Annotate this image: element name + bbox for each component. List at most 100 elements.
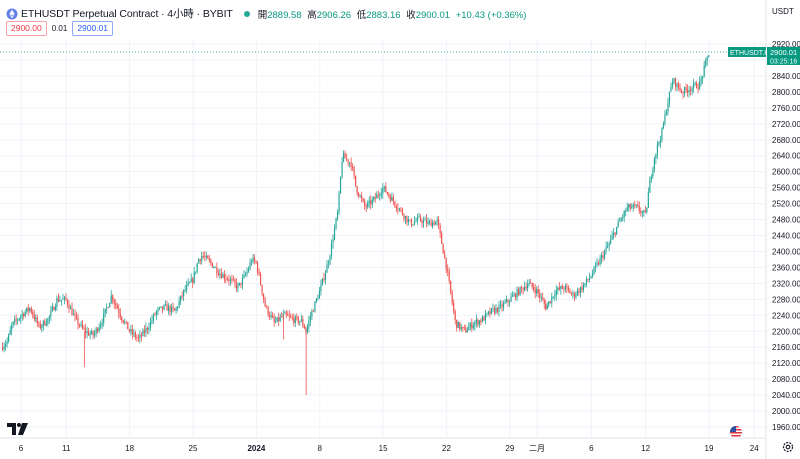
candle-body (62, 298, 64, 300)
candle (581, 282, 583, 293)
candle (74, 309, 76, 322)
candle (109, 302, 111, 308)
candle (278, 312, 280, 326)
us-flag-icon[interactable] (730, 426, 742, 438)
change-value: +10.43 (+0.36%) (455, 9, 527, 21)
candle-body (181, 295, 183, 297)
candle (42, 320, 44, 331)
candle (551, 292, 553, 308)
candle (234, 277, 236, 288)
candle-body (101, 322, 103, 325)
candle (557, 286, 559, 295)
chart-title[interactable]: ETHUSDT Perpetual Contract · 4小時 · BYBIT (21, 8, 233, 20)
candle-body (130, 329, 132, 332)
settings-icon[interactable] (781, 440, 795, 454)
currency-unit-label[interactable]: USDT (772, 7, 794, 16)
candle-body (389, 196, 391, 201)
candle-body (632, 204, 634, 208)
candle (222, 271, 224, 278)
candle (419, 214, 422, 223)
candle (134, 330, 136, 341)
candle (290, 313, 292, 319)
candle-body (267, 306, 269, 315)
candle-body (524, 286, 526, 291)
candle (469, 321, 471, 331)
candle-body (44, 320, 46, 326)
candle-body (481, 316, 483, 322)
candle (623, 210, 625, 223)
candle-body (244, 274, 247, 275)
candle-body (91, 331, 93, 334)
candle-body (456, 319, 458, 328)
candle (564, 283, 566, 293)
candle (521, 285, 523, 294)
tradingview-logo[interactable] (7, 422, 29, 436)
candle-body (665, 112, 668, 115)
candle (465, 324, 467, 333)
candle-body (637, 204, 639, 207)
candle-body (158, 307, 161, 309)
candle-body (653, 158, 655, 169)
candle-body (664, 114, 666, 124)
candle (401, 207, 404, 216)
candle-body (433, 222, 435, 225)
candle-body (278, 317, 280, 321)
candle-body (587, 278, 589, 280)
sell-price-button[interactable]: 2900.00 (6, 21, 47, 36)
candle-body (142, 330, 144, 337)
candle-body (136, 337, 138, 339)
candle-body (460, 327, 462, 330)
candle-body (534, 289, 536, 294)
candle (647, 187, 649, 209)
candle (294, 314, 296, 328)
candle (207, 254, 209, 259)
candle (252, 254, 254, 264)
candle (493, 305, 496, 316)
candle (211, 262, 213, 268)
candle (160, 306, 162, 309)
candle (300, 314, 302, 322)
candle (284, 310, 286, 314)
candle (450, 280, 452, 295)
candle (146, 326, 149, 335)
candle-body (116, 305, 118, 309)
candle-body (247, 269, 250, 272)
candle (667, 97, 669, 116)
candle-body (507, 299, 509, 302)
candle-body (42, 320, 44, 327)
candle-body (670, 86, 672, 92)
candle-body (677, 83, 680, 88)
candle-body (18, 318, 20, 320)
candle (187, 278, 189, 287)
candle-body (379, 195, 381, 197)
time-tick-label: 19 (705, 444, 714, 453)
candle-body (403, 214, 405, 219)
candle-body (517, 289, 520, 295)
candle-body (196, 263, 198, 272)
candle-body (567, 287, 569, 290)
candle (258, 268, 260, 277)
candle (534, 284, 536, 299)
candle-body (542, 297, 544, 301)
candle (330, 239, 333, 260)
candle (131, 324, 133, 340)
candle-body (291, 317, 293, 319)
buy-price-button[interactable]: 2900.01 (72, 21, 114, 36)
candle (317, 294, 319, 301)
candle-body (597, 262, 600, 265)
candle-body (306, 326, 308, 332)
candle (216, 262, 218, 279)
symbol-info[interactable]: ETHUSDT Perpetual Contract · 4小時 · BYBIT… (6, 6, 526, 21)
candle (83, 325, 85, 331)
candle-body (12, 321, 14, 326)
candle (170, 303, 173, 316)
candle-body (391, 197, 393, 201)
candle-body (689, 90, 692, 92)
candle (416, 213, 419, 225)
candle (430, 218, 432, 227)
candle-body (15, 319, 17, 321)
candle-body (281, 316, 283, 318)
candle-body (628, 204, 630, 208)
candle (454, 309, 456, 325)
